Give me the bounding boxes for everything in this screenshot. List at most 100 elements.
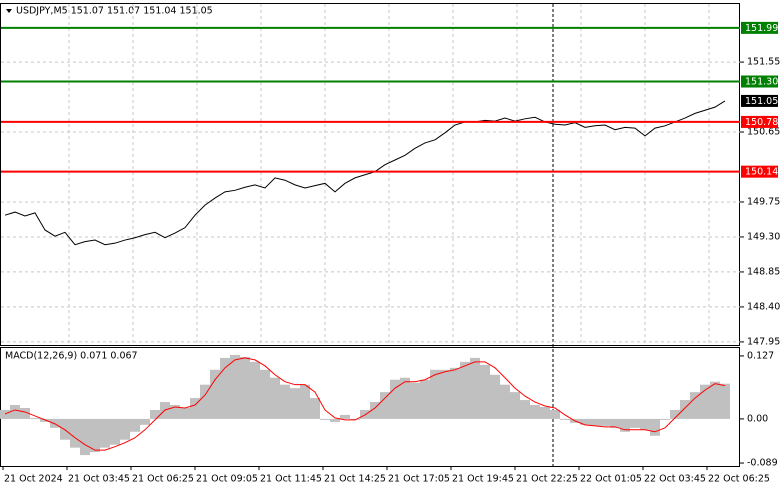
x-tick-label: 21 Oct 03:45 <box>68 474 130 485</box>
level-label: 150.14 <box>745 167 778 178</box>
histogram-bar <box>300 384 310 419</box>
histogram-bar <box>370 402 380 419</box>
histogram-bar <box>200 384 210 419</box>
histogram-bar <box>620 418 630 432</box>
last-price-label: 151.05 <box>745 96 778 107</box>
level-label: 151.30 <box>745 77 778 88</box>
x-tick-label: 21 Oct 17:05 <box>388 474 450 485</box>
histogram-bar <box>410 382 420 419</box>
histogram-bar <box>80 418 90 456</box>
histogram-bar <box>480 364 490 419</box>
x-tick-label: 22 Oct 03:45 <box>644 474 706 485</box>
histogram-bar <box>640 418 650 430</box>
histogram-bar <box>430 369 440 419</box>
histogram-bar <box>380 392 390 419</box>
level-label: 150.78 <box>745 117 778 128</box>
y-tick-label: 149.75 <box>747 196 780 207</box>
histogram-bar <box>70 418 80 448</box>
histogram-bar <box>210 369 220 419</box>
histogram-bar <box>10 405 20 419</box>
y-tick-label: 149.30 <box>747 231 780 242</box>
histogram-bar <box>100 418 110 448</box>
y-tick-label: 151.55 <box>747 57 780 68</box>
histogram-bar <box>280 384 290 419</box>
level-label: 151.99 <box>745 23 778 34</box>
histogram-bar <box>0 409 10 419</box>
histogram-bar <box>550 409 560 419</box>
histogram-bar <box>440 369 450 419</box>
histogram-bar <box>590 418 600 426</box>
histogram-bar <box>540 406 550 419</box>
x-tick-label: 21 Oct 11:45 <box>260 474 322 485</box>
histogram-bar <box>340 414 350 419</box>
histogram-bar <box>110 418 120 445</box>
macd-title: MACD(12,26,9) 0.071 0.067 <box>5 351 138 362</box>
histogram-bar <box>310 398 320 419</box>
histogram-bar <box>520 400 530 419</box>
histogram-bar <box>170 405 180 419</box>
histogram-bar <box>700 384 710 419</box>
histogram-bar <box>120 418 130 440</box>
histogram-bar <box>720 383 730 419</box>
histogram-bar <box>260 369 270 419</box>
histogram-bar <box>400 377 410 419</box>
histogram-bar <box>140 418 150 425</box>
y-tick-label: 147.95 <box>747 336 780 347</box>
histogram-bar <box>250 361 260 419</box>
histogram-bar <box>610 418 620 428</box>
histogram-bar <box>560 418 570 420</box>
histogram-bar <box>450 367 460 419</box>
histogram-bar <box>180 407 190 419</box>
level-label-box <box>741 165 778 178</box>
level-label-box <box>741 75 778 88</box>
signal-line <box>4 357 726 451</box>
histogram-bar <box>680 400 690 419</box>
y-tick-label: 0.00 <box>747 413 768 424</box>
histogram-bar <box>650 418 660 436</box>
level-label-box <box>741 21 778 34</box>
price-line <box>4 100 726 246</box>
macd-panel-frame <box>0 347 740 467</box>
x-tick-label: 21 Oct 14:25 <box>324 474 386 485</box>
histogram-bar <box>510 392 520 419</box>
y-tick-label: 148.40 <box>747 301 780 312</box>
y-tick-label: 148.85 <box>747 266 780 277</box>
histogram-bar <box>580 418 590 425</box>
last-price-box <box>741 94 778 107</box>
histogram-bar <box>230 354 240 419</box>
histogram-bar <box>240 356 250 419</box>
histogram-bar <box>270 377 280 419</box>
histogram-bar <box>600 418 610 426</box>
histogram-bar <box>670 409 680 419</box>
histogram-bar <box>150 409 160 419</box>
histogram-bar <box>690 392 700 419</box>
x-tick-label: 21 Oct 22:25 <box>516 474 578 485</box>
x-tick-label: 21 Oct 06:25 <box>132 474 194 485</box>
chart-title: USDJPY,M5 151.07 151.07 151.04 151.05 <box>16 6 213 17</box>
histogram-bar <box>500 384 510 419</box>
histogram-bar <box>390 379 400 419</box>
histogram-bar <box>330 418 340 422</box>
histogram-bar <box>30 417 40 419</box>
histogram-bar <box>530 405 540 419</box>
histogram-bar <box>20 407 30 419</box>
histogram-bar <box>320 418 330 420</box>
main-panel-frame <box>0 3 740 346</box>
histogram-bar <box>660 418 670 420</box>
level-label-box <box>741 115 778 128</box>
histogram-bar <box>710 381 720 419</box>
y-tick-label: -0.089 <box>747 458 778 469</box>
x-tick-label: 21 Oct 09:05 <box>196 474 258 485</box>
y-tick-label: 150.65 <box>747 127 780 138</box>
histogram-bar <box>290 388 300 419</box>
histogram-bar <box>420 379 430 419</box>
histogram-bar <box>490 374 500 419</box>
x-tick-label: 22 Oct 01:05 <box>580 474 642 485</box>
x-tick-label: 21 Oct 19:45 <box>452 474 514 485</box>
histogram-bar <box>630 418 640 428</box>
x-tick-label: 21 Oct 2024 <box>4 474 63 485</box>
histogram-bar <box>220 357 230 419</box>
menu-arrow[interactable] <box>6 9 12 13</box>
x-tick-label: 22 Oct 06:25 <box>708 474 770 485</box>
